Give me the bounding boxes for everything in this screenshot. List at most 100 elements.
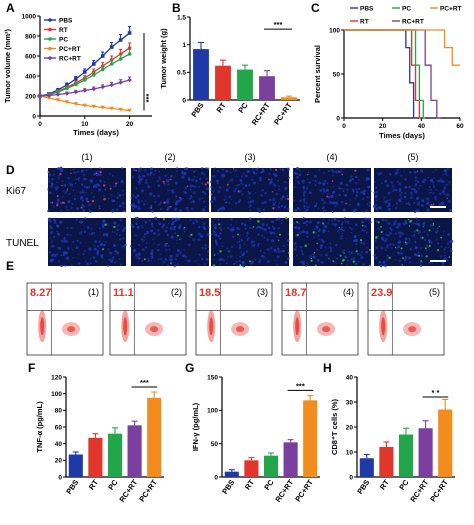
nucleus-dot — [68, 182, 71, 185]
stained-cell-dot — [166, 243, 168, 245]
nucleus-dot — [60, 254, 63, 257]
nucleus-dot — [308, 181, 311, 184]
nucleus-dot — [278, 185, 280, 187]
nucleus-dot — [219, 226, 222, 230]
nucleus-dot — [58, 246, 62, 250]
nucleus-dot — [51, 178, 54, 181]
nucleus-dot — [235, 261, 238, 263]
nucleus-dot — [331, 169, 335, 173]
nucleus-dot — [404, 255, 408, 259]
nucleus-dot — [373, 254, 376, 257]
nucleus-dot — [386, 199, 389, 202]
nucleus-dot — [350, 258, 353, 261]
nucleus-dot — [445, 183, 448, 186]
nucleus-dot — [71, 248, 74, 251]
nucleus-dot — [216, 243, 218, 246]
dot-plot-frame — [109, 282, 187, 356]
stained-cell-dot — [232, 167, 235, 170]
nucleus-dot — [447, 233, 450, 236]
nucleus-dot — [356, 252, 359, 255]
stained-cell-dot — [402, 257, 405, 260]
nucleus-dot — [387, 202, 391, 206]
nucleus-dot — [233, 189, 236, 193]
stained-cell-dot — [342, 259, 345, 262]
nucleus-dot — [214, 233, 218, 237]
nucleus-dot — [270, 247, 273, 250]
nucleus-dot — [175, 253, 180, 257]
nucleus-dot — [238, 244, 241, 246]
nucleus-dot — [287, 233, 290, 235]
nucleus-dot — [124, 247, 126, 249]
y-tick-label: 40 — [346, 374, 354, 381]
y-tick-label: 800 — [25, 33, 36, 40]
nucleus-dot — [316, 249, 319, 251]
nucleus-dot — [279, 168, 282, 171]
nucleus-dot — [249, 200, 252, 203]
nucleus-dot — [84, 260, 87, 263]
nucleus-dot — [430, 218, 433, 221]
nucleus-dot — [53, 218, 57, 222]
survival-curve-rcrt — [344, 29, 441, 119]
nucleus-dot — [189, 184, 193, 188]
x-tick-label: RC+RT — [117, 478, 139, 504]
nucleus-dot — [170, 235, 174, 239]
nucleus-dot — [434, 198, 437, 201]
nucleus-dot — [257, 242, 260, 245]
nucleus-dot — [84, 217, 87, 220]
nucleus-dot — [109, 185, 112, 187]
nucleus-dot — [69, 234, 72, 236]
nucleus-dot — [110, 193, 113, 197]
stained-cell-dot — [160, 208, 162, 210]
nucleus-dot — [135, 187, 138, 190]
stained-cell-dot — [432, 224, 435, 226]
nucleus-dot — [198, 253, 201, 256]
nucleus-dot — [184, 186, 188, 190]
nucleus-dot — [76, 170, 79, 174]
nucleus-dot — [116, 233, 118, 235]
stained-cell-dot — [446, 197, 448, 199]
significance-stars: *** — [144, 94, 153, 103]
legend-label: RT — [360, 18, 369, 25]
y-tick-label: 1 — [182, 42, 186, 49]
nucleus-dot — [403, 170, 405, 172]
nucleus-dot — [415, 217, 418, 220]
y-tick-label: 100 — [51, 391, 62, 398]
nucleus-dot — [431, 181, 435, 184]
nucleus-dot — [225, 262, 228, 265]
x-tick-label: PC+RT — [272, 101, 294, 127]
nucleus-dot — [49, 220, 53, 223]
nucleus-dot — [104, 241, 107, 244]
x-tick-label: PBS — [64, 478, 80, 496]
nucleus-dot — [61, 196, 64, 198]
stained-cell-dot — [310, 259, 313, 262]
nucleus-dot — [178, 225, 182, 229]
nucleus-dot — [287, 167, 290, 170]
nucleus-dot — [261, 168, 265, 171]
nucleus-dot — [215, 241, 218, 245]
nucleus-dot — [98, 227, 101, 230]
nucleus-dot — [365, 246, 368, 249]
nucleus-dot — [395, 171, 399, 174]
nucleus-dot — [386, 244, 389, 247]
y-tick-label: 100 — [207, 408, 218, 415]
nucleus-dot — [242, 264, 246, 268]
nucleus-dot — [184, 255, 188, 259]
legend-label: RC+RT — [59, 55, 81, 62]
nucleus-dot — [63, 238, 66, 240]
nucleus-dot — [187, 178, 191, 181]
nucleus-dot — [67, 233, 69, 236]
nucleus-dot — [263, 228, 266, 231]
nucleus-dot — [65, 205, 68, 209]
nucleus-dot — [446, 167, 450, 171]
stained-cell-dot — [104, 223, 107, 226]
nucleus-dot — [330, 194, 334, 198]
nucleus-dot — [448, 240, 452, 244]
nucleus-dot — [277, 250, 281, 254]
nucleus-dot — [65, 189, 69, 193]
nucleus-dot — [329, 250, 332, 253]
legend-label: PC+RT — [59, 46, 81, 53]
nucleus-dot — [255, 172, 258, 175]
nucleus-dot — [138, 180, 141, 182]
nucleus-dot — [413, 188, 416, 191]
nucleus-dot — [212, 196, 216, 200]
